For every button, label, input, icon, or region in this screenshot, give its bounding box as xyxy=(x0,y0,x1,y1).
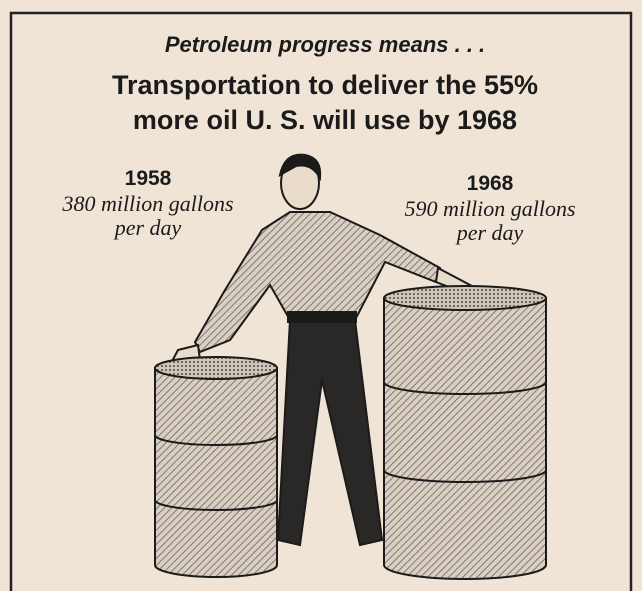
unit: per day xyxy=(455,220,524,245)
year: 1958 xyxy=(125,167,172,190)
page: Petroleum progress means . . . Transport… xyxy=(0,0,642,591)
year: 1968 xyxy=(467,172,514,195)
barrel-1968 xyxy=(384,286,546,579)
amount: 380 million gallons xyxy=(61,191,233,216)
amount: 590 million gallons xyxy=(404,196,575,221)
headline: more oil U. S. will use by 1968 xyxy=(133,105,517,135)
ad: Petroleum progress means . . . Transport… xyxy=(0,0,642,591)
headline: Transportation to deliver the 55% xyxy=(112,70,538,100)
barrel-1958 xyxy=(155,357,277,577)
unit: per day xyxy=(113,215,182,240)
kicker: Petroleum progress means . . . xyxy=(165,32,485,57)
